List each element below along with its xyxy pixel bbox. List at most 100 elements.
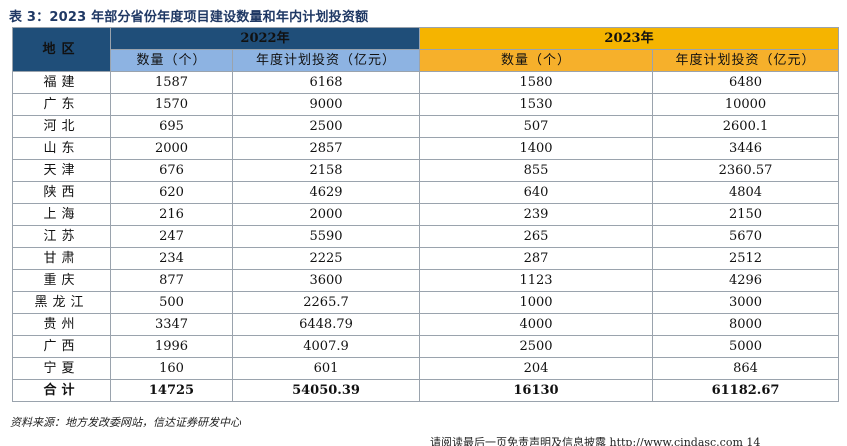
table-row: 陕西 620 4629 640 4804 xyxy=(12,181,839,204)
year-2022-header: 2022年 xyxy=(110,27,420,50)
table-title: 表 3：2023 年部分省份年度项目建设数量和年内计划投资额 xyxy=(9,10,369,25)
value-cell-i22: 4007.9 xyxy=(232,335,420,358)
value-cell-i23: 3000 xyxy=(652,291,839,314)
value-cell-i22: 2158 xyxy=(232,159,420,182)
table-row: 广西 1996 4007.9 2500 5000 xyxy=(12,335,839,358)
value-cell-i22: 5590 xyxy=(232,225,420,248)
source-note: 资料来源：地方发改委网站，信达证券研发中心 xyxy=(10,416,241,429)
value-cell-i23: 2360.57 xyxy=(652,159,839,182)
value-cell-c22: 500 xyxy=(110,291,233,314)
table-row: 贵州 3347 6448.79 4000 8000 xyxy=(12,313,839,336)
region-cell: 贵州 xyxy=(12,313,111,336)
value-cell-c22: 247 xyxy=(110,225,233,248)
header-row-columns: 数量（个） 年度计划投资（亿元） 数量（个） 年度计划投资（亿元） xyxy=(13,49,839,72)
region-cell: 广东 xyxy=(12,93,111,116)
value-cell-c23: 640 xyxy=(419,181,653,204)
value-cell-i23: 5000 xyxy=(652,335,839,358)
investment-table: 地区 2022年 2023年 数量（个） 年度计划投资（亿元） 数量（个） 年度… xyxy=(12,27,839,402)
count-2022-header: 数量（个） xyxy=(110,49,233,72)
value-cell-c22: 1587 xyxy=(110,71,233,94)
value-cell-i23: 2600.1 xyxy=(652,115,839,138)
table-row: 重庆 877 3600 1123 4296 xyxy=(12,269,839,292)
value-cell-i22: 3600 xyxy=(232,269,420,292)
region-cell: 山东 xyxy=(12,137,111,160)
total-cell-i22: 54050.39 xyxy=(232,379,420,402)
table-row: 天津 676 2158 855 2360.57 xyxy=(12,159,839,182)
table-body: 福建 1587 6168 1580 6480 广东 1570 9000 1530 10000 河北 6… xyxy=(12,71,839,402)
value-cell-c22: 695 xyxy=(110,115,233,138)
table-row: 宁夏 160 601 204 864 xyxy=(12,357,839,380)
value-cell-c23: 265 xyxy=(419,225,653,248)
header-row-years: 地区 2022年 2023年 xyxy=(12,27,839,72)
region-cell: 甘肃 xyxy=(12,247,111,270)
value-cell-i23: 2150 xyxy=(652,203,839,226)
region-cell: 福建 xyxy=(12,71,111,94)
value-cell-c22: 676 xyxy=(110,159,233,182)
value-cell-c22: 1570 xyxy=(110,93,233,116)
region-header: 地区 xyxy=(12,27,111,72)
invest-2023-header: 年度计划投资（亿元） xyxy=(652,49,839,72)
value-cell-i23: 4804 xyxy=(652,181,839,204)
value-cell-c23: 1123 xyxy=(419,269,653,292)
value-cell-c23: 1580 xyxy=(419,71,653,94)
value-cell-c23: 1530 xyxy=(419,93,653,116)
total-row: 合计 14725 54050.39 16130 61182.67 xyxy=(12,379,839,402)
value-cell-c22: 1996 xyxy=(110,335,233,358)
table-row: 河北 695 2500 507 2600.1 xyxy=(12,115,839,138)
total-cell-c22: 14725 xyxy=(110,379,233,402)
value-cell-c22: 620 xyxy=(110,181,233,204)
table-row: 甘肃 234 2225 287 2512 xyxy=(12,247,839,270)
region-cell: 上海 xyxy=(12,203,111,226)
value-cell-i22: 2857 xyxy=(232,137,420,160)
value-cell-c22: 877 xyxy=(110,269,233,292)
value-cell-i23: 3446 xyxy=(652,137,839,160)
value-cell-i23: 4296 xyxy=(652,269,839,292)
value-cell-i22: 4629 xyxy=(232,181,420,204)
value-cell-i22: 9000 xyxy=(232,93,420,116)
total-label: 合计 xyxy=(12,379,111,402)
value-cell-c22: 234 xyxy=(110,247,233,270)
value-cell-i22: 2265.7 xyxy=(232,291,420,314)
value-cell-c23: 855 xyxy=(419,159,653,182)
region-cell: 陕西 xyxy=(12,181,111,204)
value-cell-i22: 601 xyxy=(232,357,420,380)
value-cell-i22: 2000 xyxy=(232,203,420,226)
region-cell: 广西 xyxy=(12,335,111,358)
value-cell-i23: 8000 xyxy=(652,313,839,336)
value-cell-i22: 2500 xyxy=(232,115,420,138)
region-cell: 宁夏 xyxy=(12,357,111,380)
region-cell: 河北 xyxy=(12,115,111,138)
table-row: 山东 2000 2857 1400 3446 xyxy=(12,137,839,160)
table-row: 广东 1570 9000 1530 10000 xyxy=(12,93,839,116)
region-cell: 黑龙江 xyxy=(12,291,111,314)
value-cell-i22: 6448.79 xyxy=(232,313,420,336)
count-2023-header: 数量（个） xyxy=(419,49,653,72)
value-cell-c23: 1000 xyxy=(419,291,653,314)
total-cell-c23: 16130 xyxy=(419,379,653,402)
value-cell-c22: 3347 xyxy=(110,313,233,336)
table-row: 黑龙江 500 2265.7 1000 3000 xyxy=(12,291,839,314)
value-cell-c23: 204 xyxy=(419,357,653,380)
region-cell: 重庆 xyxy=(12,269,111,292)
value-cell-c22: 216 xyxy=(110,203,233,226)
total-cell-i23: 61182.67 xyxy=(652,379,839,402)
value-cell-c23: 507 xyxy=(419,115,653,138)
value-cell-c23: 2500 xyxy=(419,335,653,358)
region-cell: 天津 xyxy=(12,159,111,182)
value-cell-c23: 4000 xyxy=(419,313,653,336)
value-cell-i23: 5670 xyxy=(652,225,839,248)
table-row: 江苏 247 5590 265 5670 xyxy=(12,225,839,248)
value-cell-i23: 6480 xyxy=(652,71,839,94)
value-cell-c22: 160 xyxy=(110,357,233,380)
value-cell-c23: 1400 xyxy=(419,137,653,160)
year-2023-header: 2023年 xyxy=(419,27,839,50)
region-cell: 江苏 xyxy=(12,225,111,248)
value-cell-i23: 2512 xyxy=(652,247,839,270)
table-row: 上海 216 2000 239 2150 xyxy=(12,203,839,226)
table-row: 福建 1587 6168 1580 6480 xyxy=(12,71,839,94)
value-cell-i22: 6168 xyxy=(232,71,420,94)
value-cell-i22: 2225 xyxy=(232,247,420,270)
value-cell-c23: 239 xyxy=(419,203,653,226)
value-cell-c23: 287 xyxy=(419,247,653,270)
page-footer: 请阅读最后一页免责声明及信息披露 http://www.cindasc.com … xyxy=(430,436,761,446)
